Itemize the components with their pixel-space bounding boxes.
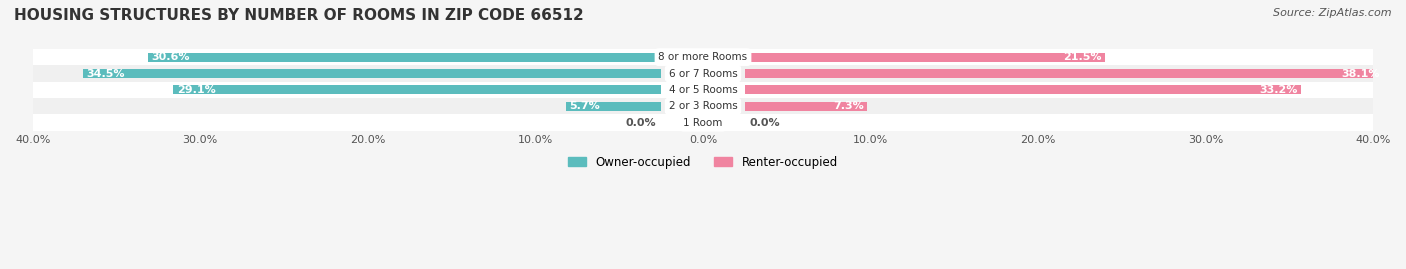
Bar — [32, 98, 1374, 115]
Text: HOUSING STRUCTURES BY NUMBER OF ROOMS IN ZIP CODE 66512: HOUSING STRUCTURES BY NUMBER OF ROOMS IN… — [14, 8, 583, 23]
Bar — [32, 65, 1374, 82]
Text: 5.7%: 5.7% — [569, 101, 600, 111]
Text: 7.3%: 7.3% — [834, 101, 863, 111]
Bar — [32, 115, 1374, 131]
Text: 0.0%: 0.0% — [626, 118, 657, 128]
Text: 34.5%: 34.5% — [86, 69, 125, 79]
Bar — [745, 102, 868, 111]
Bar — [173, 85, 661, 94]
Text: 6 or 7 Rooms: 6 or 7 Rooms — [669, 69, 737, 79]
Bar — [83, 69, 661, 78]
Bar — [745, 69, 1384, 78]
Text: 33.2%: 33.2% — [1260, 85, 1298, 95]
Bar — [745, 53, 1105, 62]
Text: 0.0%: 0.0% — [749, 118, 780, 128]
Bar — [565, 102, 661, 111]
Legend: Owner-occupied, Renter-occupied: Owner-occupied, Renter-occupied — [564, 151, 842, 174]
Text: Source: ZipAtlas.com: Source: ZipAtlas.com — [1274, 8, 1392, 18]
Text: 4 or 5 Rooms: 4 or 5 Rooms — [669, 85, 737, 95]
Text: 30.6%: 30.6% — [152, 52, 190, 62]
Text: 29.1%: 29.1% — [177, 85, 215, 95]
Bar — [32, 82, 1374, 98]
Text: 8 or more Rooms: 8 or more Rooms — [658, 52, 748, 62]
Text: 1 Room: 1 Room — [683, 118, 723, 128]
Bar — [32, 49, 1374, 65]
Text: 21.5%: 21.5% — [1063, 52, 1102, 62]
Text: 2 or 3 Rooms: 2 or 3 Rooms — [669, 101, 737, 111]
Text: 38.1%: 38.1% — [1341, 69, 1381, 79]
Bar — [745, 85, 1302, 94]
Bar — [148, 53, 661, 62]
